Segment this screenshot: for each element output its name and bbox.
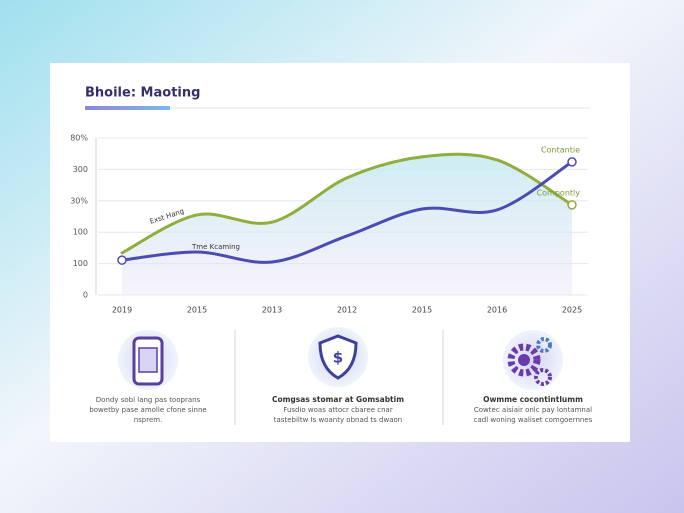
- series-label: Contantie: [541, 145, 580, 154]
- chart-title: Bhoile: Maoting: [85, 86, 200, 101]
- y-tick-label: 100: [73, 228, 88, 237]
- start-marker: [117, 255, 127, 265]
- title-underline: [85, 106, 170, 110]
- panel-text: Fusdio woas attocr cbaree cnar: [283, 406, 393, 414]
- panel-text: Cowtec aisiair onlc pay lontamnal: [474, 406, 592, 414]
- panel-heading: Comgsas stomar at Gomsabtim: [272, 395, 404, 404]
- x-tick-label: 2019: [112, 306, 132, 315]
- end-marker: [567, 200, 577, 210]
- x-tick-label: 2025: [562, 306, 582, 315]
- panel-text: cadl woning waliset comgoernnes: [474, 416, 593, 424]
- panel-text: bowetby pase amolle cfone sinne: [89, 406, 206, 414]
- series-line: [120, 152, 574, 255]
- x-tick-label: 2013: [262, 306, 282, 315]
- series-label: Compontly: [537, 188, 581, 197]
- end-marker: [567, 157, 577, 167]
- svg-text:$: $: [333, 349, 343, 367]
- panel-text: nsprem.: [134, 416, 163, 424]
- y-tick-label: 30%: [70, 196, 88, 205]
- y-tick-label: 80%: [70, 134, 88, 143]
- x-tick-label: 2016: [487, 306, 507, 315]
- series-line: [120, 160, 574, 264]
- x-tick-label: 2012: [337, 306, 357, 315]
- phone-icon: [118, 330, 178, 390]
- annotation: Tme Kcaming: [191, 243, 240, 251]
- area: [122, 154, 572, 295]
- panel-text: Dondy sobl lang pas tooprans: [96, 396, 201, 404]
- panel-heading: Owmme cocontintlumm: [483, 395, 583, 404]
- x-tick-label: 2015: [187, 306, 207, 315]
- gears-icon: [503, 330, 563, 390]
- x-tick-label: 2015: [412, 306, 432, 315]
- panel-text: tastebiltw Is woanty obnad ts dwaon: [274, 416, 402, 424]
- y-tick-label: 0: [83, 291, 88, 300]
- y-tick-label: 300: [73, 165, 88, 174]
- shield-icon: $: [308, 327, 368, 387]
- y-tick-label: 100: [73, 259, 88, 268]
